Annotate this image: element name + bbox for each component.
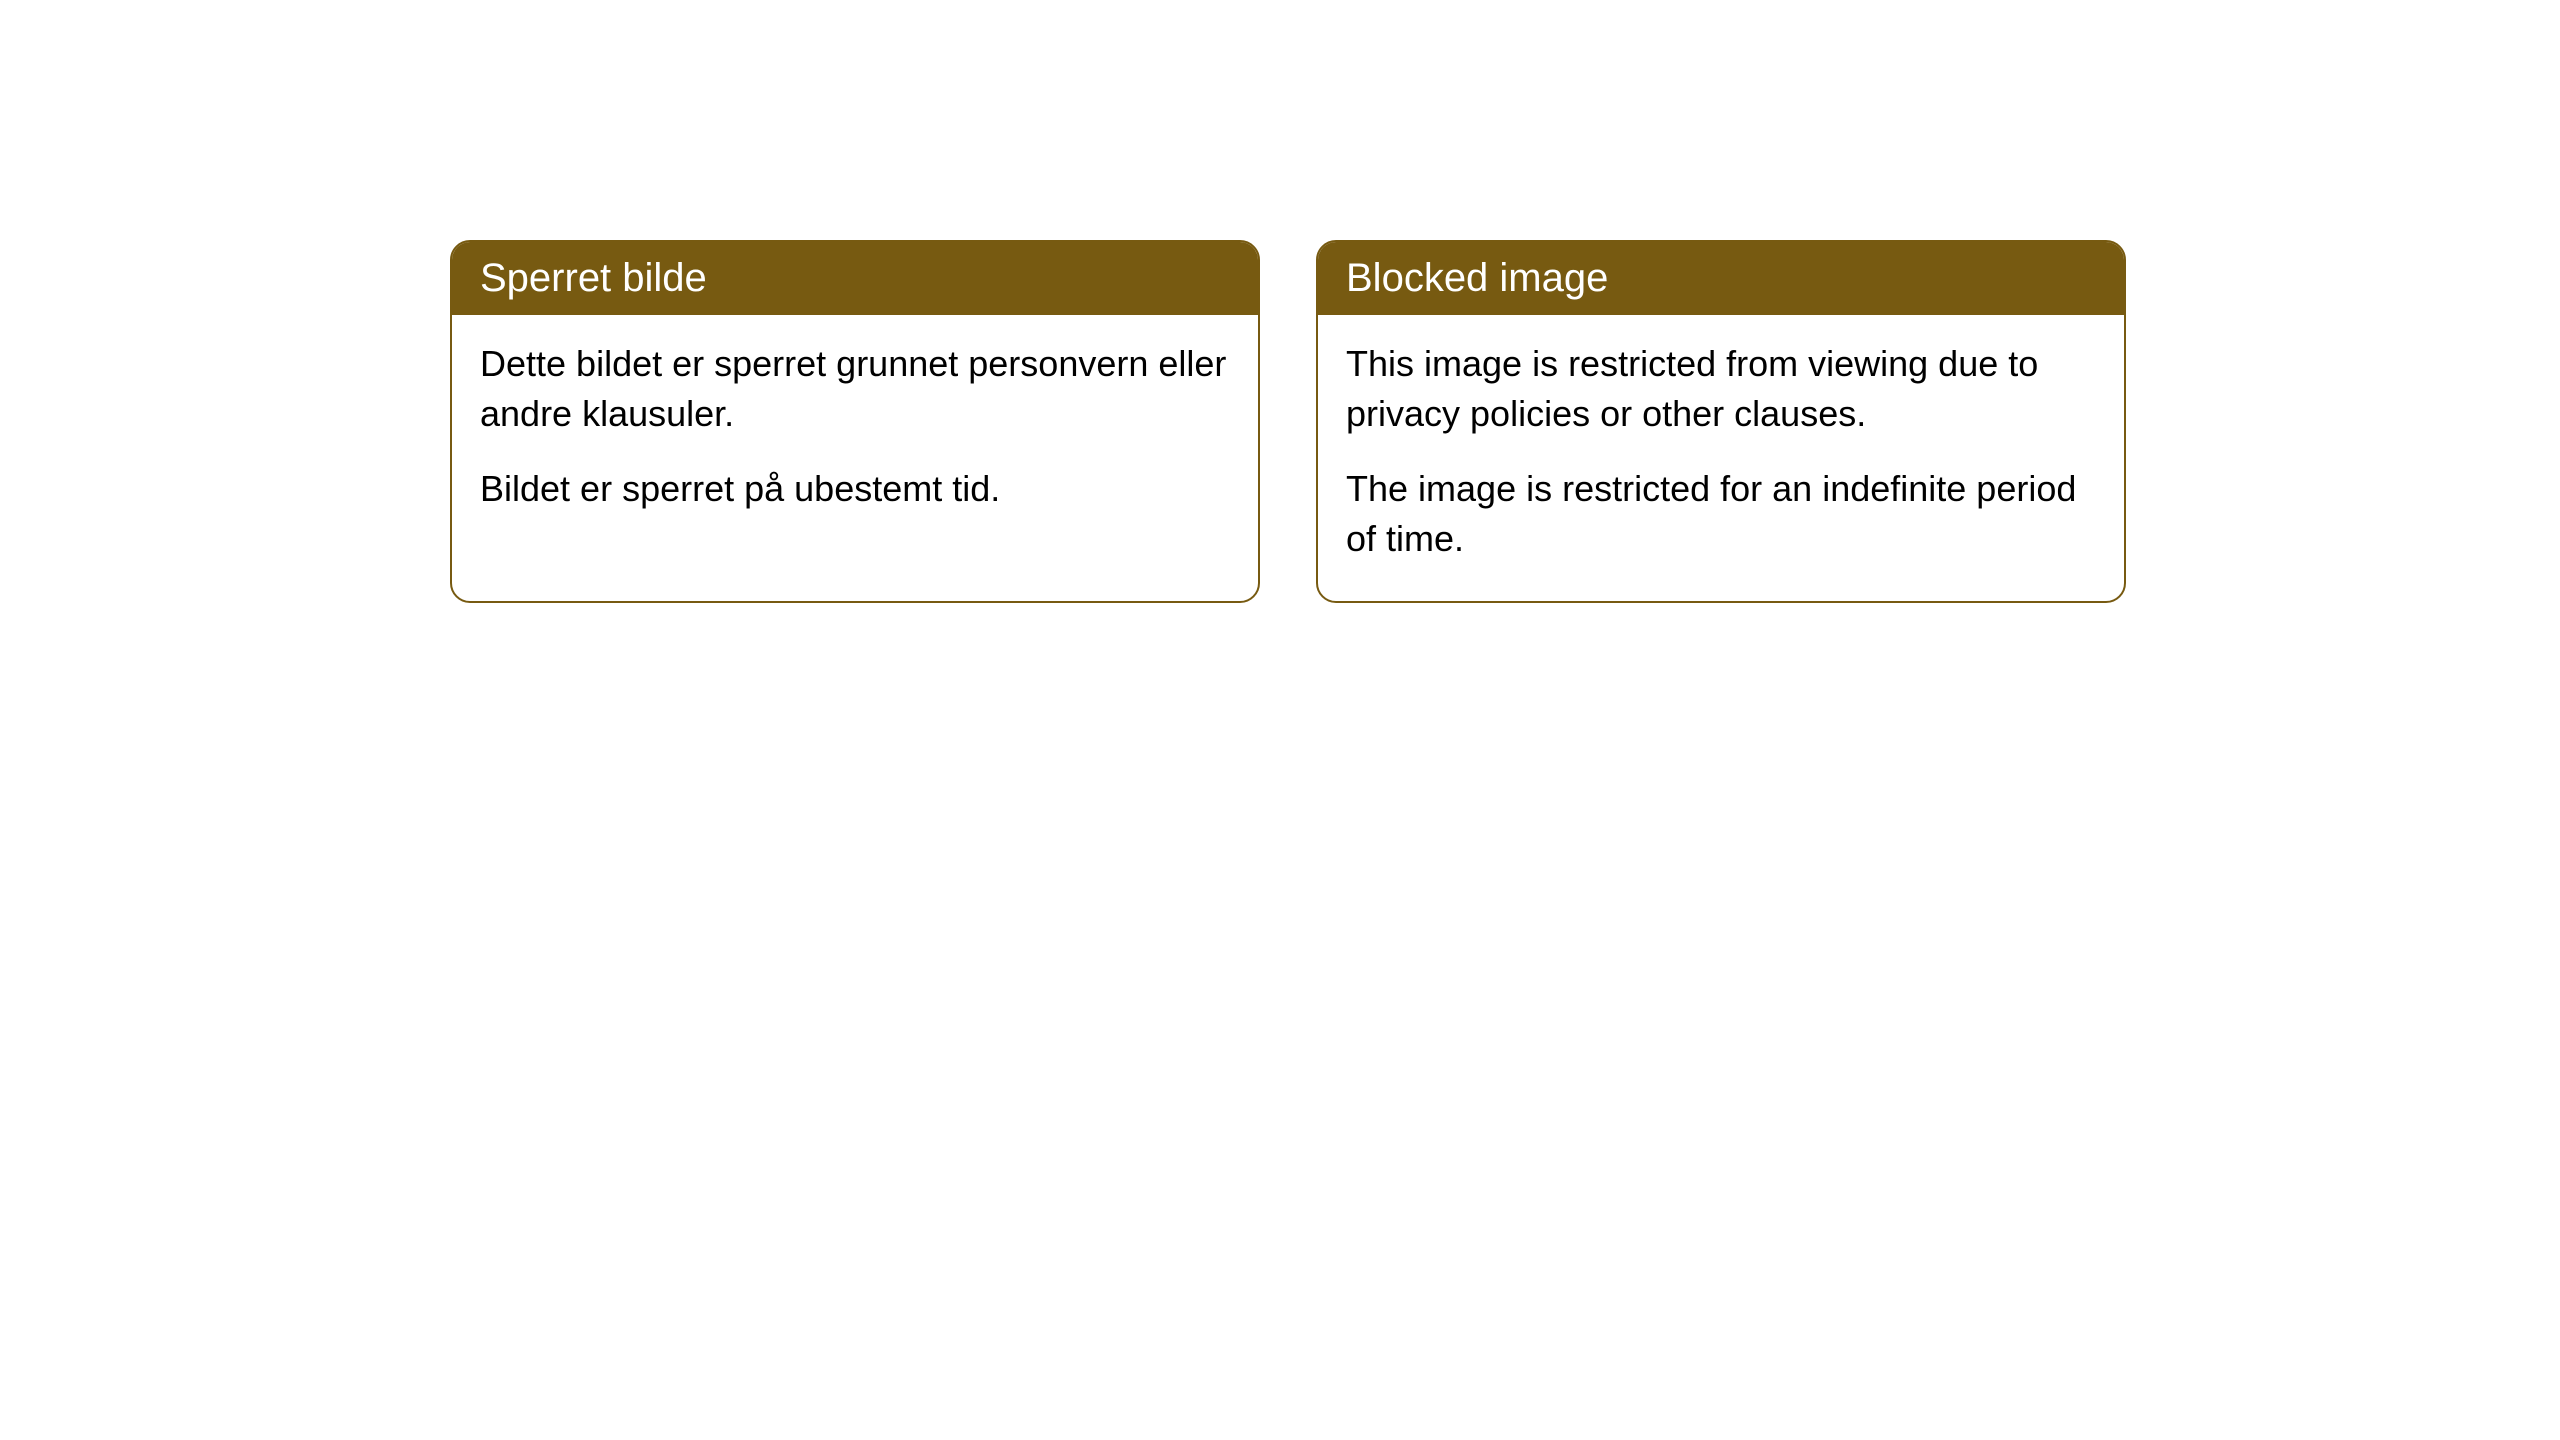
notice-card-english: Blocked image This image is restricted f… bbox=[1316, 240, 2126, 603]
card-paragraph: This image is restricted from viewing du… bbox=[1346, 339, 2096, 440]
card-header-title: Sperret bilde bbox=[452, 242, 1258, 315]
card-paragraph: Dette bildet er sperret grunnet personve… bbox=[480, 339, 1230, 440]
card-body: This image is restricted from viewing du… bbox=[1318, 315, 2124, 601]
card-paragraph: The image is restricted for an indefinit… bbox=[1346, 464, 2096, 565]
card-body: Dette bildet er sperret grunnet personve… bbox=[452, 315, 1258, 550]
notice-card-norwegian: Sperret bilde Dette bildet er sperret gr… bbox=[450, 240, 1260, 603]
card-paragraph: Bildet er sperret på ubestemt tid. bbox=[480, 464, 1230, 514]
card-header-title: Blocked image bbox=[1318, 242, 2124, 315]
cards-container: Sperret bilde Dette bildet er sperret gr… bbox=[450, 240, 2126, 603]
